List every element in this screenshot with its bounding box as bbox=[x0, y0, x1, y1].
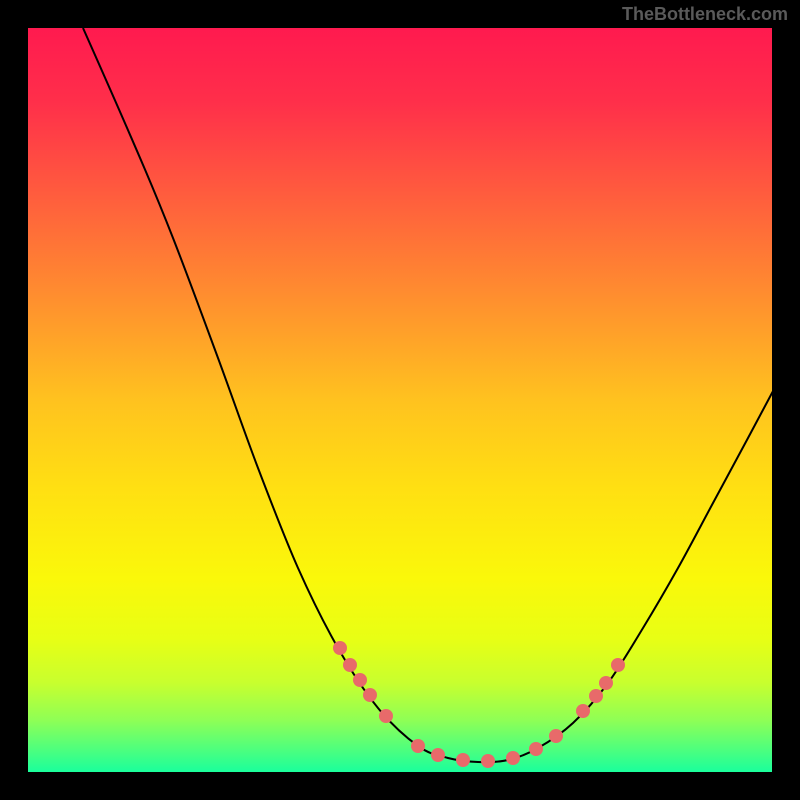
chart-background-gradient bbox=[28, 28, 772, 772]
watermark-text: TheBottleneck.com bbox=[622, 4, 788, 25]
chart-container bbox=[28, 28, 772, 772]
